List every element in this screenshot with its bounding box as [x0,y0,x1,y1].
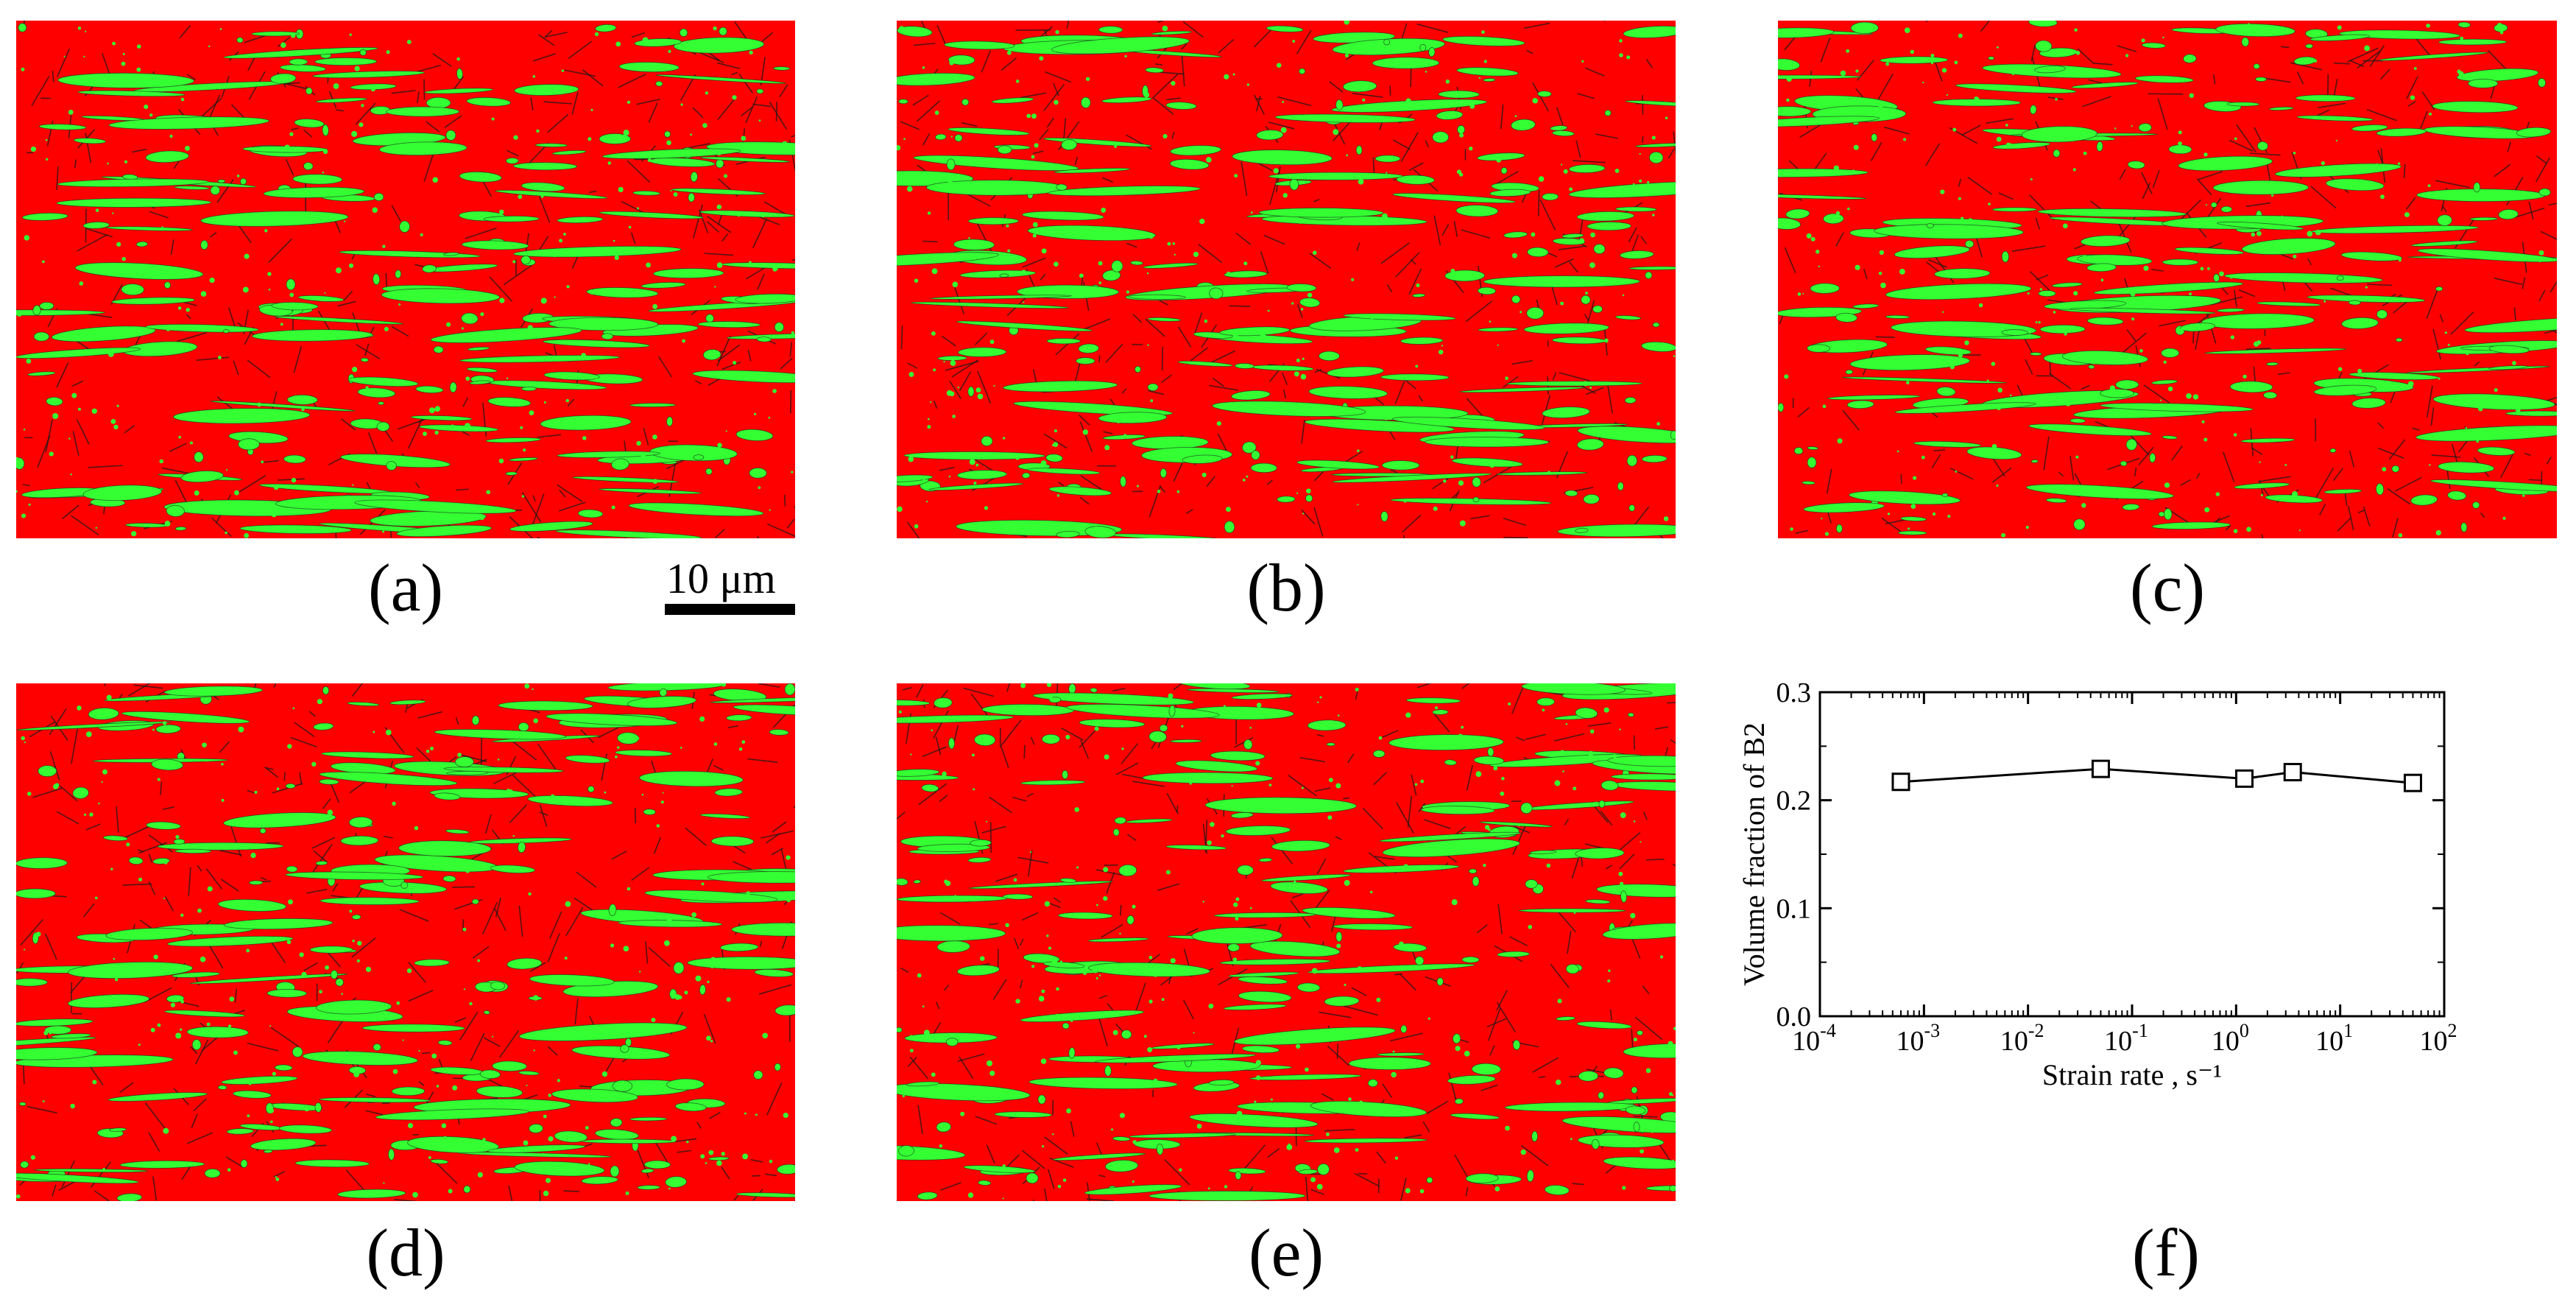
micrograph-texture [16,21,795,538]
micrograph-a [16,21,795,538]
caption-c: (c) [2129,550,2206,625]
x-tick-label: 10-2 [2000,1020,2044,1057]
micrograph-texture [897,683,1676,1201]
micrograph-texture [16,683,795,1201]
x-tick-label: 10-4 [1792,1020,1836,1057]
caption-e: (e) [1248,1215,1324,1290]
x-tick-label: 10-1 [2104,1020,2148,1057]
y-tick-label: 0.2 [1776,786,1812,817]
caption-b: (b) [1246,550,1326,625]
data-point [2091,759,2110,778]
plot-frame [1818,691,2446,1018]
data-point [2235,769,2254,788]
data-point [2403,773,2422,792]
y-tick-label: 0.1 [1776,893,1812,924]
scale-bar-label: 10 μm [666,555,776,602]
volume-fraction-chart: 0.0 0.1 0.2 0.3 10-4 10-3 10-2 10-1 100 101 102 S… [1737,677,2457,1091]
data-point [1891,772,1910,792]
y-tick-label: 0.0 [1776,1002,1812,1032]
y-axis: 0.0 0.1 0.2 0.3 [1776,677,2444,1032]
caption-d: (d) [366,1215,445,1290]
caption-f: (f) [2132,1215,2200,1290]
data-point [2283,763,2302,782]
micrograph-d [16,683,795,1201]
data-markers [1891,759,2422,792]
caption-a: (a) [367,550,444,625]
y-axis-label: Volume fraction of B2 [1737,722,1771,986]
x-tick-label: 101 [2315,1020,2353,1057]
x-tick-label: 102 [2420,1020,2457,1057]
x-tick-label: 100 [2212,1020,2249,1057]
series-line [1900,767,2413,784]
micrograph-texture [1778,21,2557,538]
y-tick-label: 0.3 [1776,677,1812,708]
x-axis-label: Strain rate , s⁻¹ [2042,1058,2222,1091]
micrograph-c [1778,21,2557,538]
micrograph-e [897,683,1676,1201]
micrograph-b [897,21,1676,538]
micrograph-texture [897,21,1676,538]
scale-bar [665,604,795,615]
x-axis: 10-4 10-3 10-2 10-1 100 101 102 [1792,692,2457,1057]
x-tick-label: 10-3 [1896,1020,1940,1057]
